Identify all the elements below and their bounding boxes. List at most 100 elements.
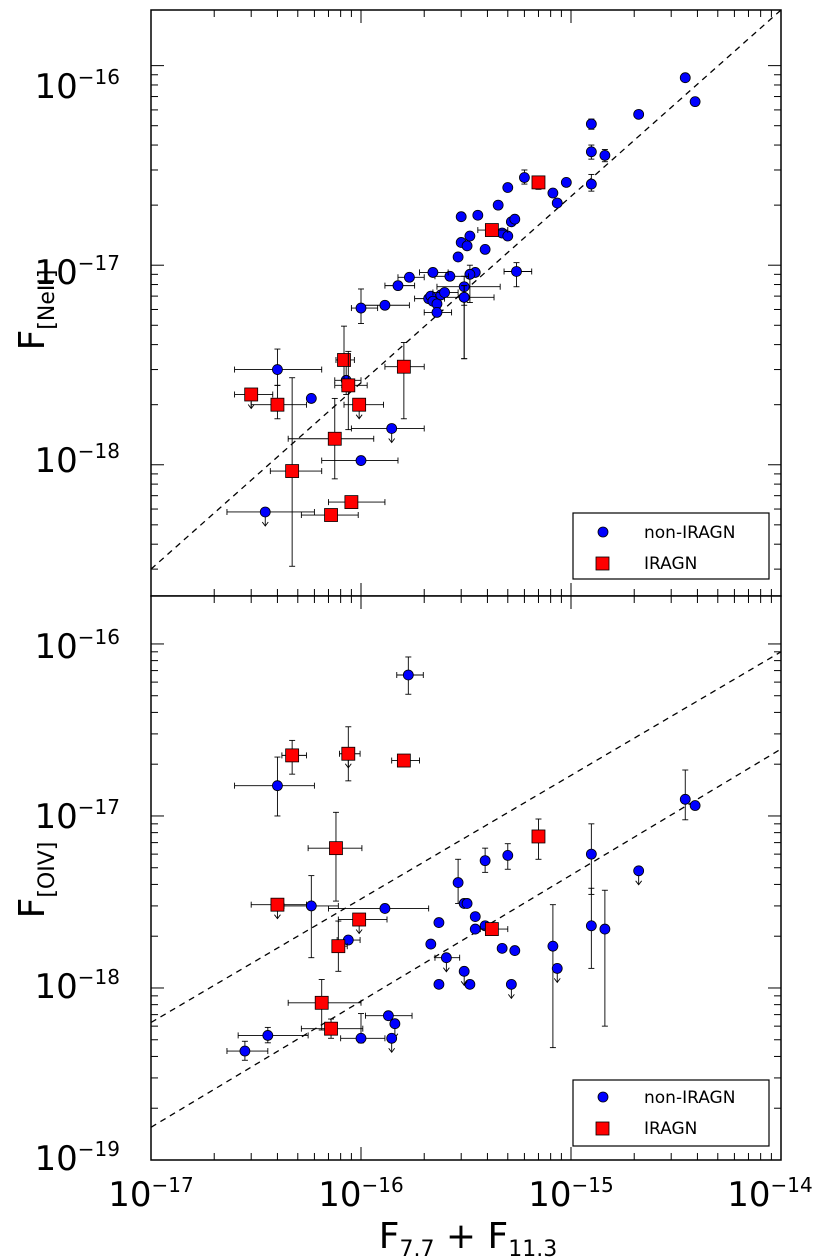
iragn-marker <box>396 359 411 374</box>
non-iragn-marker <box>633 865 645 877</box>
iragn-point <box>477 223 509 237</box>
non-iragn-point <box>509 945 521 956</box>
xtick-label: 10−17 <box>108 1173 193 1215</box>
non-iragn-point <box>479 243 491 255</box>
upper-limit-arrowhead <box>344 763 352 769</box>
non-iragn-marker <box>679 793 691 805</box>
non-iragn-marker <box>262 1030 274 1041</box>
non-iragn-point <box>283 875 339 959</box>
bottom-ytick-label: 10−18 <box>35 965 120 1007</box>
non-iragn-point <box>679 72 691 84</box>
top-plot-area <box>150 9 782 597</box>
iragn-marker <box>531 829 546 844</box>
non-iragn-marker <box>392 280 404 292</box>
non-iragn-marker <box>402 669 414 681</box>
iragn-marker <box>244 387 259 402</box>
non-iragn-point <box>461 898 473 909</box>
non-iragn-marker <box>379 903 391 914</box>
non-iragn-point <box>425 938 437 950</box>
non-iragn-point <box>585 823 597 895</box>
non-iragn-marker <box>239 1045 251 1057</box>
xtick-label: 10−16 <box>318 1173 403 1215</box>
non-iragn-marker <box>452 877 464 888</box>
bottom-ytick-label: 10−19 <box>35 1137 120 1179</box>
iragn-marker <box>324 1021 338 1036</box>
non-iragn-point <box>585 887 597 969</box>
iragn-point <box>343 397 384 420</box>
non-iragn-marker <box>585 146 597 158</box>
iragn-point <box>300 508 359 522</box>
non-iragn-marker <box>689 800 701 811</box>
non-iragn-point <box>479 847 491 873</box>
non-iragn-marker <box>452 251 464 263</box>
non-iragn-point <box>472 209 484 221</box>
iragn-point <box>331 920 348 972</box>
non-iragn-marker <box>464 268 476 280</box>
non-iragn-marker <box>444 270 456 282</box>
non-iragn-point <box>547 187 559 199</box>
non-iragn-marker <box>469 923 481 935</box>
non-iragn-marker <box>560 176 572 188</box>
non-iragn-marker <box>386 423 398 434</box>
iragn-marker <box>337 353 351 367</box>
non-iragn-point <box>519 169 530 185</box>
non-iragn-marker <box>458 965 470 977</box>
non-iragn-point <box>336 934 361 946</box>
non-iragn-marker <box>469 911 481 923</box>
non-iragn-point <box>384 280 416 292</box>
non-iragn-marker <box>440 952 452 964</box>
legend-iragn-marker <box>595 1121 610 1136</box>
upper-limit-arrowhead <box>274 914 281 920</box>
non-iragn-point <box>585 118 597 130</box>
upper-limit-arrowhead <box>460 981 468 987</box>
non-iragn-point <box>234 756 315 817</box>
legend-non-iragn-marker <box>597 526 609 538</box>
legend-iragn-label: IRAGN <box>644 554 697 574</box>
non-iragn-point <box>350 288 379 325</box>
non-iragn-marker <box>511 266 522 277</box>
non-iragn-marker <box>433 917 445 928</box>
non-iragn-marker <box>479 855 491 867</box>
non-iragn-point <box>502 182 514 193</box>
non-iragn-point <box>585 173 597 192</box>
upper-limit-arrowhead <box>443 967 450 973</box>
non-iragn-point <box>505 978 517 1000</box>
iragn-point <box>250 384 307 420</box>
top-data-points <box>226 72 701 567</box>
non-iragn-point <box>599 149 611 163</box>
upper-limit-arrowhead <box>508 994 515 1000</box>
non-iragn-point <box>350 423 425 444</box>
non-iragn-point <box>397 271 425 283</box>
x-axis-title: F7.7 + F11.3 <box>379 1216 557 1260</box>
non-iragn-marker <box>355 302 367 314</box>
top-y-axis-title: F[NeII] <box>12 270 60 351</box>
non-iragn-marker <box>585 118 597 130</box>
non-iragn-point <box>452 251 464 263</box>
iragn-point <box>234 387 274 410</box>
non-iragn-point <box>328 903 430 914</box>
iragn-marker <box>484 223 499 237</box>
non-iragn-point <box>458 285 470 360</box>
non-iragn-point <box>340 1013 386 1044</box>
iragn-marker <box>331 939 346 954</box>
iragn-marker <box>329 841 343 856</box>
non-iragn-point <box>432 287 459 298</box>
non-iragn-point <box>360 299 410 311</box>
non-iragn-point <box>455 211 467 223</box>
non-iragn-marker <box>502 182 514 193</box>
iragn-point <box>269 377 323 567</box>
non-iragn-point <box>464 978 476 990</box>
non-iragn-point <box>419 267 449 278</box>
non-iragn-marker <box>479 243 491 255</box>
non-iragn-point <box>679 769 691 821</box>
iragn-point <box>328 495 386 510</box>
iragn-marker <box>324 508 338 522</box>
iragn-point <box>334 350 368 431</box>
xtick-label: 10−15 <box>528 1173 613 1215</box>
non-iragn-marker <box>509 213 521 225</box>
iragn-marker <box>341 746 356 761</box>
non-iragn-marker <box>461 240 473 252</box>
xtick-label: 10−14 <box>727 1173 812 1215</box>
non-iragn-point <box>551 962 563 984</box>
